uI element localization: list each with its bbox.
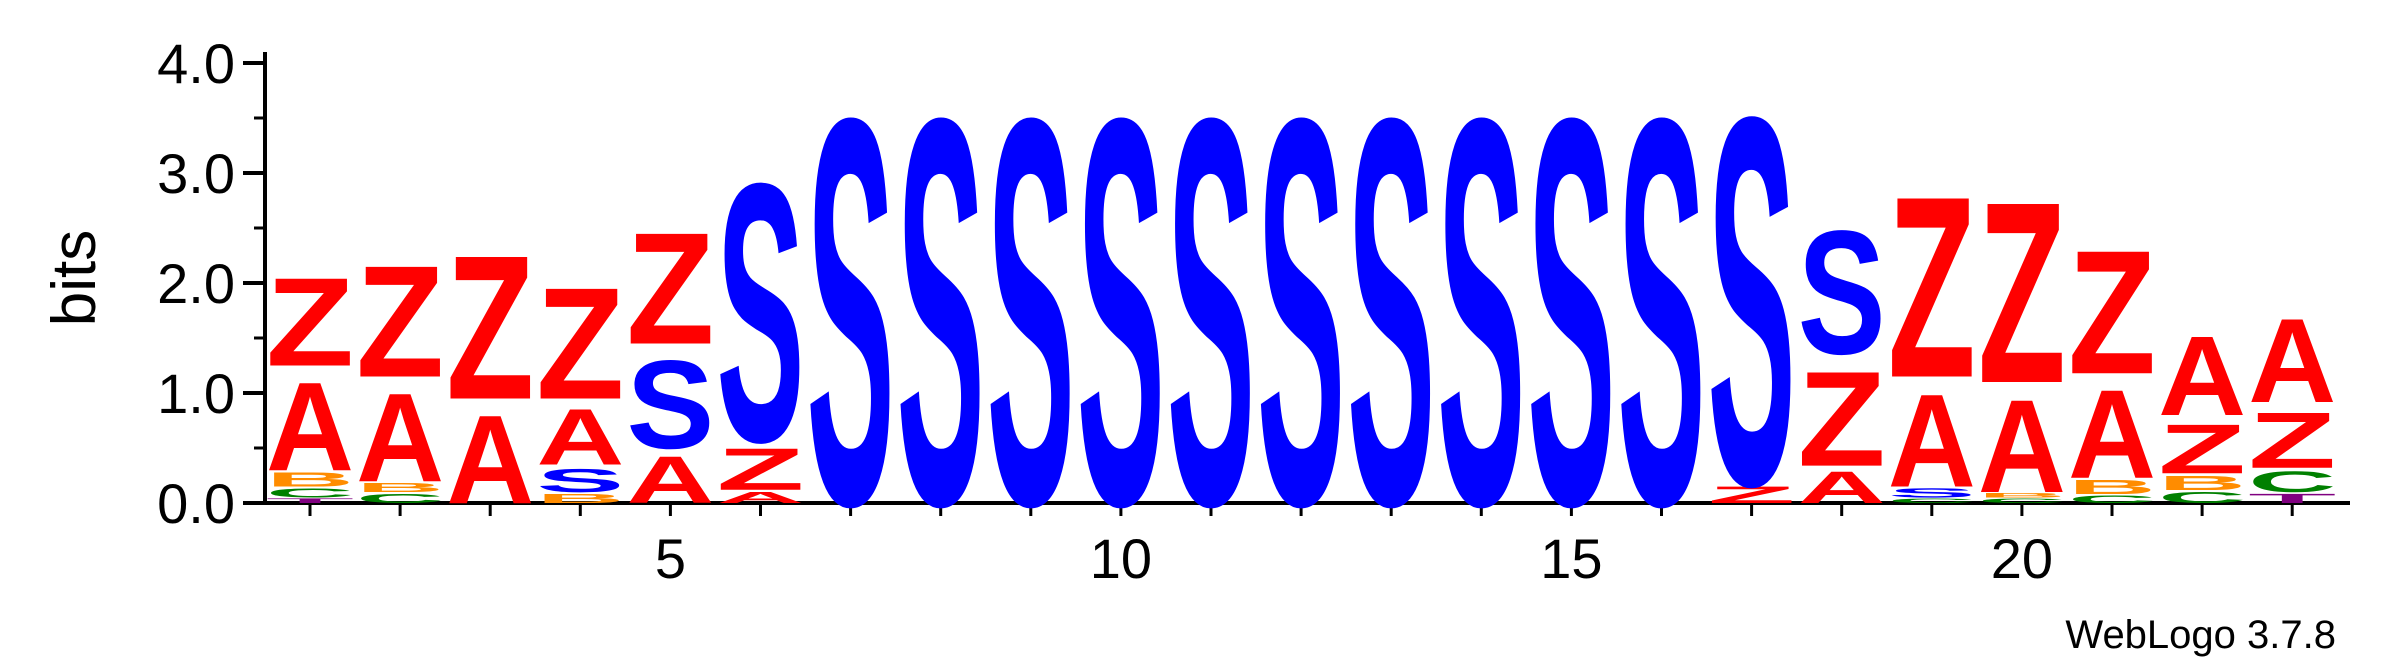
- logo-letter-s: S: [987, 5, 1075, 621]
- logo-letter-t: T: [2248, 491, 2336, 506]
- logo-letter-a: A: [2158, 313, 2246, 439]
- logo-letter-z: Z: [717, 436, 805, 503]
- y-axis-title: bits: [40, 230, 109, 326]
- logo-letter-c: C: [266, 486, 354, 501]
- logo-letter-a: A: [1888, 367, 1976, 515]
- y-tick-label: 1.0: [157, 362, 235, 425]
- logo-letter-z: Z: [1888, 143, 1976, 432]
- logo-letter-s: S: [1888, 485, 1976, 500]
- logo-letter-c: C: [1888, 497, 1976, 504]
- logo-letter-s: S: [1167, 5, 1255, 621]
- logo-letter-s: S: [1257, 5, 1345, 621]
- logo-letter-s: S: [1437, 5, 1525, 621]
- axes: [263, 52, 2350, 505]
- logo-letter-a: A: [2248, 294, 2336, 428]
- logo-letter-s: S: [807, 5, 895, 621]
- x-tick-label: 10: [1090, 527, 1152, 590]
- x-ticks: 5 10 15 20: [308, 503, 2294, 590]
- logo-letter-b: B: [2158, 472, 2246, 494]
- logo-letter-b: B: [266, 468, 354, 490]
- x-tick-label: 5: [655, 527, 686, 590]
- logo-letter-z: Z: [626, 201, 714, 378]
- logo-letter-z: Z: [356, 234, 444, 411]
- x-tick-label: 20: [1991, 527, 2053, 590]
- logo-letter-z: Z: [446, 212, 534, 443]
- logo-letter-a: A: [356, 368, 444, 508]
- logo-letter-z: Z: [1708, 481, 1796, 508]
- x-tick-label: 15: [1540, 527, 1602, 590]
- logo-letter-b: B: [1978, 492, 2066, 499]
- logo-letter-z: Z: [2248, 396, 2336, 485]
- logo-letter-a: A: [1798, 463, 1886, 513]
- logo-letter-z: Z: [2158, 410, 2246, 489]
- logo-letter-a: A: [626, 443, 714, 517]
- y-tick-label: 2.0: [157, 252, 235, 315]
- logo-letter-s: S: [717, 106, 805, 519]
- y-ticks: 0.0 1.0 2.0 3.0 4.0: [157, 32, 265, 535]
- y-tick-label: 0.0: [157, 472, 235, 535]
- weblogo-credit: WebLogo 3.7.8: [2065, 613, 2336, 657]
- logo-letter-a: A: [536, 393, 624, 482]
- logo-letter-s: S: [1798, 195, 1886, 392]
- logo-letter-z: Z: [1978, 148, 2066, 437]
- logo-letter-s: S: [626, 335, 714, 476]
- logo-letter-s: S: [1527, 5, 1615, 621]
- logo-letter-s: S: [1618, 5, 1706, 621]
- y-tick-label: 4.0: [157, 32, 235, 95]
- logo-letter-a: A: [2068, 365, 2156, 505]
- logo-letter-z: Z: [2068, 214, 2156, 411]
- logo-letter-c: C: [1978, 497, 2066, 504]
- logo-letter-b: B: [2068, 476, 2156, 498]
- logo-letter-c: C: [2158, 489, 2246, 507]
- logo-letter-s: S: [1077, 5, 1165, 621]
- logo-letter-t: T: [266, 497, 354, 504]
- logo-letter-s: S: [1347, 5, 1435, 621]
- logo-letter-c: C: [356, 491, 444, 506]
- logo-letter-z: Z: [266, 251, 354, 393]
- logo-letter-z: Z: [536, 256, 624, 433]
- logo-letter-a: A: [446, 390, 534, 530]
- logo-letter-a: A: [717, 489, 805, 507]
- logo-letter-z: Z: [1798, 343, 1886, 495]
- logo-letter-s: S: [897, 5, 985, 621]
- logo-letter-s: S: [1708, 9, 1796, 596]
- logo-letter-a: A: [266, 357, 354, 497]
- y-tick-label: 3.0: [157, 142, 235, 205]
- logo-letter-s: S: [536, 462, 624, 499]
- logo-letter-c: C: [2248, 466, 2336, 499]
- logo-letter-c: C: [2068, 494, 2156, 506]
- logo-letter-a: A: [1978, 372, 2066, 520]
- logo-letter-b: B: [536, 491, 624, 506]
- logo-letter-b: B: [356, 480, 444, 495]
